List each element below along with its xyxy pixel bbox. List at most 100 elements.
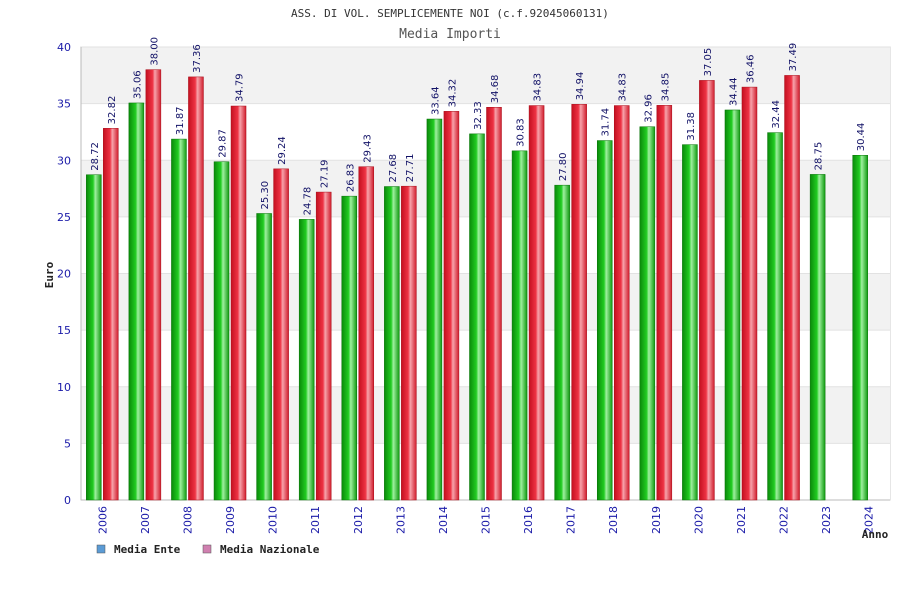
data-label: 25.30 <box>260 181 271 210</box>
data-label: 28.72 <box>90 142 101 171</box>
bar-media-ente <box>682 144 698 501</box>
x-tick-label: 2016 <box>522 506 535 534</box>
data-label: 32.33 <box>473 101 484 130</box>
bar-media-nazionale <box>486 106 502 501</box>
bar-media-nazionale <box>145 69 162 501</box>
data-label: 32.44 <box>771 100 782 129</box>
data-label: 32.96 <box>643 94 654 123</box>
y-tick-label: 40 <box>57 41 71 54</box>
data-label: 31.38 <box>686 112 697 141</box>
x-tick-label: 2008 <box>181 506 194 534</box>
data-label: 31.74 <box>601 108 612 137</box>
y-axis-ticks: 0 5 10 15 20 25 30 35 40 <box>57 41 71 507</box>
data-label: 38.00 <box>149 37 160 66</box>
data-label: 26.83 <box>345 164 356 193</box>
x-tick-label: 2019 <box>650 506 663 534</box>
bar-media-ente <box>86 174 102 501</box>
legend-swatch-media-nazionale <box>202 544 212 554</box>
bar-media-ente <box>852 155 868 501</box>
bar-media-ente <box>511 150 528 501</box>
data-label: 32.82 <box>107 96 118 125</box>
data-label: 33.64 <box>430 86 441 115</box>
data-label: 35.06 <box>132 70 143 99</box>
data-label: 37.49 <box>788 43 799 72</box>
x-tick-label: 2017 <box>565 506 578 534</box>
bar-media-ente <box>256 213 272 501</box>
data-label: 37.36 <box>192 44 203 73</box>
bar-media-ente <box>469 133 485 501</box>
x-tick-label: 2015 <box>480 506 493 534</box>
data-label: 37.05 <box>703 48 714 77</box>
data-label: 34.79 <box>235 73 246 102</box>
y-tick-label: 25 <box>57 211 71 224</box>
data-label: 29.43 <box>362 134 373 163</box>
data-label: 36.46 <box>745 54 756 83</box>
data-label: 27.71 <box>405 154 416 183</box>
data-label: 27.68 <box>388 154 399 183</box>
x-tick-label: 2013 <box>394 506 407 534</box>
data-label: 31.87 <box>175 106 186 135</box>
data-label: 27.19 <box>320 159 331 188</box>
chart-subtitle: Media Importi <box>399 27 501 42</box>
bar-media-nazionale <box>571 104 587 501</box>
y-tick-label: 0 <box>64 494 71 507</box>
chart-title: ASS. DI VOL. SEMPLICEMENTE NOI (c.f.9204… <box>291 7 609 20</box>
bar-media-nazionale <box>613 105 630 501</box>
bar-media-ente <box>426 118 443 501</box>
data-label: 34.83 <box>618 73 629 102</box>
bar-media-nazionale <box>699 80 715 501</box>
bar-media-ente <box>384 186 400 501</box>
bar-media-ente <box>171 138 187 501</box>
data-label: 29.24 <box>277 136 288 165</box>
x-tick-label: 2020 <box>692 506 705 534</box>
bar-media-ente <box>298 219 315 501</box>
x-axis-label: Anno <box>862 528 889 541</box>
data-label: 34.94 <box>575 72 586 101</box>
bar-media-nazionale <box>443 111 460 501</box>
y-tick-label: 20 <box>57 268 71 281</box>
y-tick-label: 35 <box>57 98 71 111</box>
x-tick-label: 2023 <box>820 506 833 534</box>
bar-media-ente <box>724 109 741 501</box>
x-tick-label: 2012 <box>352 506 365 534</box>
bar-media-ente <box>596 140 613 501</box>
x-tick-label: 2018 <box>607 506 620 534</box>
y-tick-label: 5 <box>64 437 71 450</box>
bar-media-ente <box>213 161 230 501</box>
bar-media-ente <box>639 126 656 501</box>
data-label: 34.68 <box>490 75 501 104</box>
bar-media-ente <box>767 132 783 501</box>
legend-label-media-ente: Media Ente <box>114 543 181 556</box>
bar-media-nazionale <box>230 105 247 501</box>
bar-media-nazionale <box>741 86 758 501</box>
bar-media-ente <box>554 184 570 501</box>
data-label: 29.87 <box>218 129 229 158</box>
data-label: 34.44 <box>728 77 739 106</box>
data-label: 28.75 <box>814 142 825 171</box>
data-label: 34.83 <box>533 73 544 102</box>
y-axis-label: Euro <box>43 261 56 288</box>
bar-media-nazionale <box>401 185 417 501</box>
bar-media-nazionale <box>528 105 545 501</box>
bar-media-nazionale <box>656 105 673 501</box>
y-tick-label: 15 <box>57 324 71 337</box>
data-label: 30.44 <box>856 123 867 152</box>
legend: Media Ente Media Nazionale <box>96 543 320 556</box>
x-tick-label: 2006 <box>96 506 109 534</box>
bar-media-nazionale <box>784 75 800 501</box>
data-label: 24.78 <box>303 187 314 216</box>
bar-media-nazionale <box>358 166 375 501</box>
x-tick-label: 2010 <box>267 506 280 534</box>
legend-label-media-nazionale: Media Nazionale <box>220 543 320 556</box>
x-tick-label: 2021 <box>735 506 748 534</box>
x-axis-ticks: 2006 2007 2008 2009 2010 2011 2012 2013 2014 2015… <box>96 506 875 534</box>
bar-media-nazionale <box>188 76 204 501</box>
x-tick-label: 2011 <box>309 506 322 534</box>
data-label: 30.83 <box>516 118 527 147</box>
data-label: 34.32 <box>447 79 458 108</box>
bar-media-ente <box>128 102 145 501</box>
y-tick-label: 10 <box>57 381 71 394</box>
x-tick-label: 2014 <box>437 506 450 534</box>
y-tick-label: 30 <box>57 154 71 167</box>
